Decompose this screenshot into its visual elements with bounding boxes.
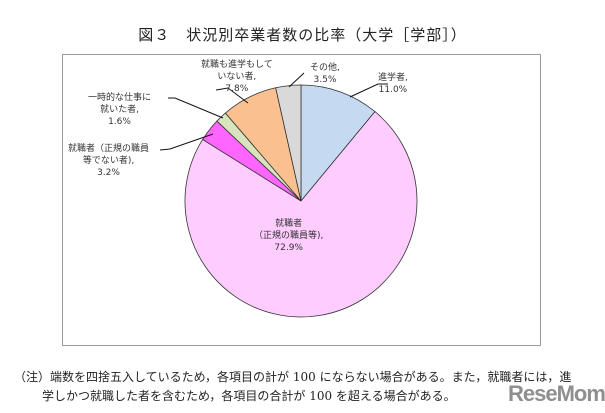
label-text: 一時的な仕事に: [88, 93, 152, 103]
pie-slice: [300, 84, 376, 203]
label-text: その他,: [310, 63, 340, 73]
label-text: 就職者: [275, 219, 303, 229]
leader-lines: [159, 72, 388, 151]
watermark-logo: ReseMom: [508, 381, 605, 406]
label-seiki: 就職者 （正規の職員等), 72.9%: [254, 218, 323, 254]
label-mushoku: 就職も進学もして いない者, 7.8%: [201, 59, 273, 95]
label-value: 7.8%: [225, 84, 249, 94]
pie-slice: [275, 84, 302, 202]
label-shingaku: 進学者, 11.0%: [378, 72, 408, 96]
footnote-line-1: （注）端数を四捨五入しているため，各項目の計が 100 にならない場合がある。ま…: [14, 370, 572, 384]
label-value: 3.5%: [313, 75, 337, 85]
footnote: （注）端数を四捨五入しているため，各項目の計が 100 にならない場合がある。ま…: [14, 368, 604, 406]
label-text: いない者,: [217, 72, 257, 82]
label-hiseiki: 就職者（正規の職員 等でない者), 3.2%: [68, 143, 149, 179]
label-value: 1.6%: [108, 117, 131, 127]
chart-title: 図３ 状況別卒業者数の比率（大学［学部］）: [138, 26, 467, 44]
footnote-line-2: 学しかつ就職した者を含むため，各項目の合計が 100 を超える場合がある。: [42, 389, 456, 403]
label-text: 就職者（正規の職員: [68, 144, 150, 154]
label-ichiji: 一時的な仕事に 就いた者, 1.6%: [88, 92, 151, 128]
label-text: （正規の職員等),: [254, 231, 324, 241]
label-text: 就いた者,: [100, 105, 139, 115]
label-value: 72.9%: [274, 243, 303, 253]
label-sonota: その他, 3.5%: [310, 62, 340, 86]
label-value: 11.0%: [378, 85, 408, 95]
pie-slice: [184, 111, 418, 318]
chart-frame: [62, 54, 541, 346]
label-text: 就職も進学もして: [201, 60, 273, 70]
label-text: 等でない者),: [82, 156, 135, 166]
label-value: 3.2%: [97, 168, 120, 178]
label-text: 進学者,: [378, 73, 408, 83]
